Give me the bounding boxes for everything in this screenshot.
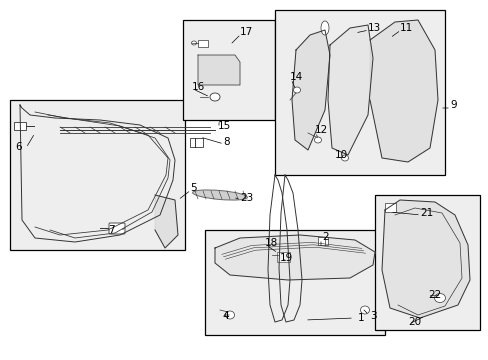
Bar [183,20,274,120]
Bar [190,138,203,147]
Ellipse shape [434,293,445,302]
Text: 3: 3 [369,311,376,321]
Bar [14,122,26,130]
Polygon shape [215,235,374,280]
Ellipse shape [341,155,348,161]
Text: 21: 21 [419,208,432,218]
Text: 20: 20 [407,317,420,327]
Ellipse shape [225,311,234,319]
Ellipse shape [192,190,247,200]
Bar [204,230,384,335]
Bar [317,237,327,245]
Text: 19: 19 [280,253,293,263]
Text: 11: 11 [399,23,412,33]
Text: 6: 6 [15,142,21,152]
Text: 9: 9 [449,100,456,110]
Polygon shape [155,195,178,248]
Text: 22: 22 [427,290,440,300]
Text: 1: 1 [357,313,364,323]
Bar [374,195,479,330]
Polygon shape [369,20,437,162]
Text: 16: 16 [192,82,205,92]
FancyBboxPatch shape [109,223,125,234]
Bar [10,100,184,250]
Text: 17: 17 [240,27,253,37]
Bar [276,252,289,262]
Bar [384,203,395,212]
Ellipse shape [293,87,300,93]
Text: 13: 13 [367,23,381,33]
Ellipse shape [360,306,369,314]
Polygon shape [198,55,240,85]
Text: 2: 2 [321,232,328,242]
Text: 7: 7 [108,225,114,235]
Ellipse shape [209,93,220,101]
Bar [198,40,207,47]
Bar [274,10,444,175]
Text: 18: 18 [264,238,278,248]
Text: 5: 5 [190,183,196,193]
Text: 8: 8 [223,137,229,147]
Polygon shape [291,30,329,150]
Polygon shape [381,200,469,318]
Text: 10: 10 [334,150,347,160]
Ellipse shape [320,21,328,35]
Text: 15: 15 [218,121,231,131]
Text: 23: 23 [240,193,253,203]
Text: 4: 4 [222,311,228,321]
Text: 14: 14 [289,72,303,82]
Ellipse shape [191,41,196,45]
Ellipse shape [314,137,321,143]
Text: 12: 12 [314,125,327,135]
Polygon shape [327,25,372,155]
